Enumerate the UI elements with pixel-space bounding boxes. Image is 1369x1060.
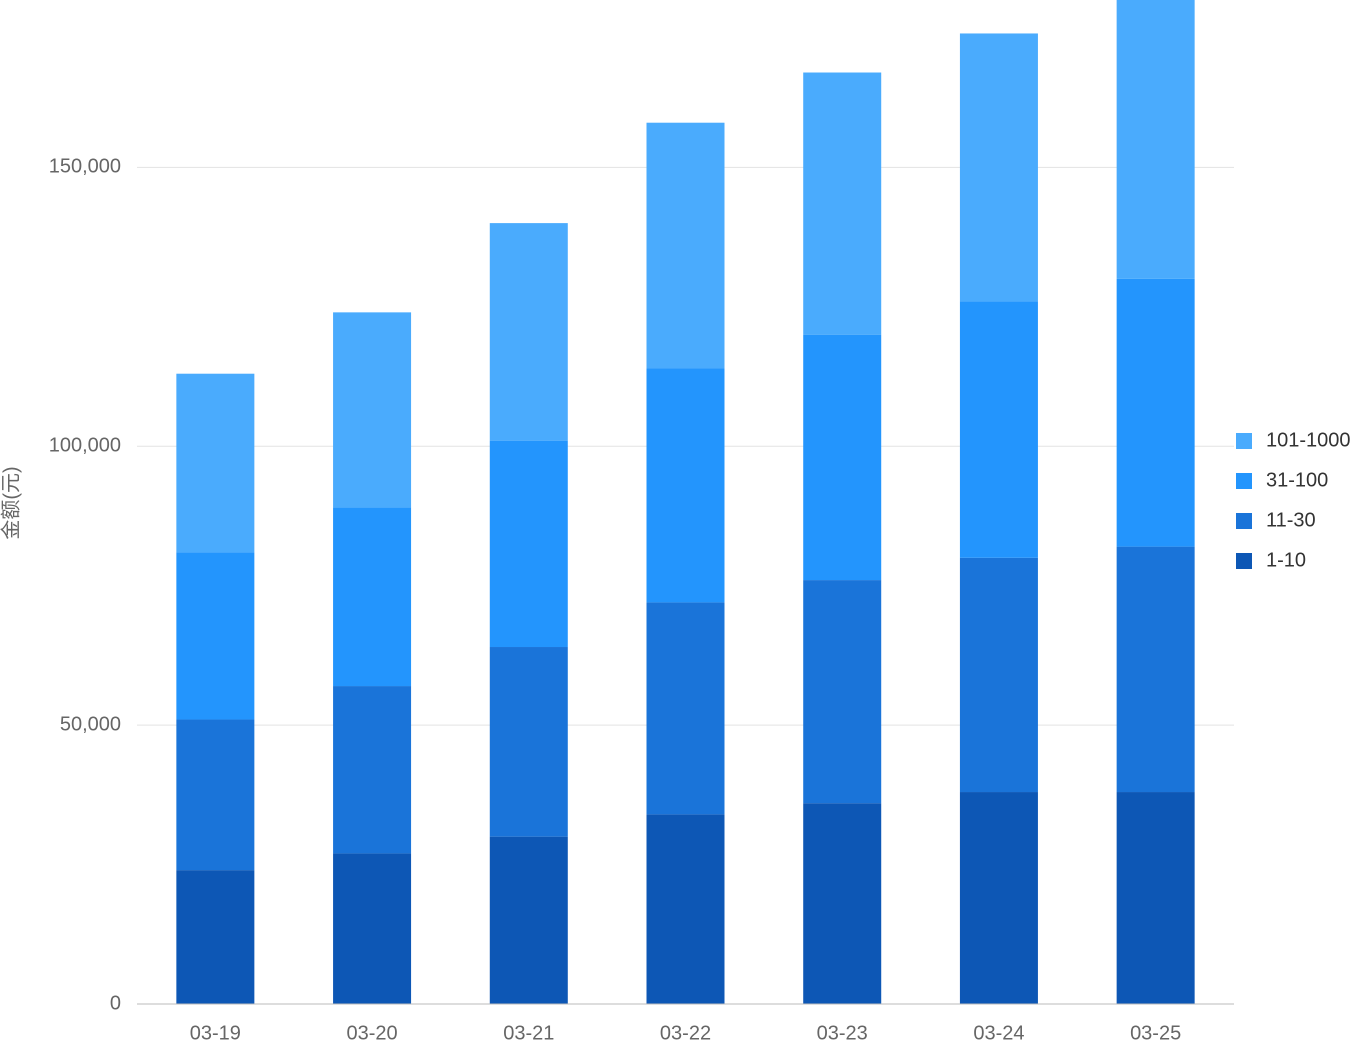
- bar-segment: [176, 870, 255, 1004]
- bar-segment: [1116, 278, 1195, 547]
- bar-segment: [803, 803, 882, 1004]
- y-tick-label: 0: [110, 992, 121, 1014]
- bar-segment: [333, 507, 412, 687]
- bar-segment: [489, 440, 568, 648]
- x-tick-label: 03-23: [817, 1022, 868, 1044]
- legend-label: 1-10: [1266, 549, 1306, 571]
- bar-segment: [803, 334, 882, 581]
- bar-segment: [646, 368, 725, 603]
- bar-segment: [1116, 0, 1195, 279]
- bar-segment: [646, 814, 725, 1004]
- bar-segment: [959, 301, 1038, 558]
- bar-segment: [959, 792, 1038, 1004]
- bar-segment: [333, 686, 412, 854]
- x-tick-label: 03-21: [503, 1022, 554, 1044]
- bar-segment: [489, 223, 568, 441]
- bar-segment: [959, 557, 1038, 793]
- bar-segment: [333, 312, 412, 508]
- y-tick-label: 100,000: [49, 435, 121, 457]
- legend-swatch: [1236, 553, 1252, 569]
- bar-segment: [489, 836, 568, 1004]
- y-axis-label: 金额(元): [0, 466, 22, 539]
- bar-segment: [176, 373, 255, 553]
- bars: [176, 0, 1195, 1004]
- y-tick-label: 150,000: [49, 156, 121, 178]
- legend-swatch: [1236, 473, 1252, 489]
- legend-swatch: [1236, 433, 1252, 449]
- bar-segment: [333, 853, 412, 1004]
- legend-label: 101-1000: [1266, 429, 1351, 451]
- bar-segment: [959, 33, 1038, 302]
- x-tick-label: 03-22: [660, 1022, 711, 1044]
- bar-segment: [803, 580, 882, 804]
- bar-segment: [1116, 792, 1195, 1004]
- x-tick-label: 03-25: [1130, 1022, 1181, 1044]
- bar-segment: [803, 72, 882, 335]
- bar-segment: [489, 647, 568, 837]
- bar-segment: [646, 122, 725, 369]
- y-tick-label: 50,000: [60, 713, 121, 735]
- x-tick-label: 03-24: [973, 1022, 1024, 1044]
- legend-label: 11-30: [1266, 509, 1316, 531]
- legend-swatch: [1236, 513, 1252, 529]
- bar-segment: [176, 552, 255, 720]
- bar-segment: [176, 719, 255, 871]
- bar-segment: [646, 602, 725, 815]
- bar-segment: [1116, 546, 1195, 793]
- x-tick-label: 03-19: [190, 1022, 241, 1044]
- legend-label: 31-100: [1266, 469, 1328, 491]
- x-tick-label: 03-20: [346, 1022, 397, 1044]
